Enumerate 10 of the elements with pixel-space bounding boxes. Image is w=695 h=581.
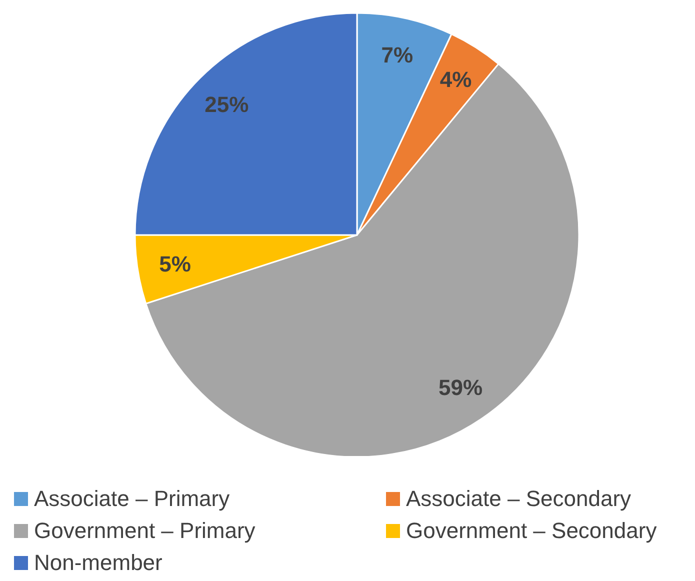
legend-label: Associate – Secondary	[406, 486, 632, 512]
data-label: 7%	[381, 42, 414, 68]
data-label: 5%	[159, 251, 191, 276]
data-label: 25%	[204, 92, 249, 118]
legend-label: Government – Secondary	[406, 518, 657, 544]
data-label: 4%	[440, 66, 472, 92]
legend-label: Associate – Primary	[34, 486, 230, 512]
legend-label: Government – Primary	[34, 518, 256, 544]
data-label: 59%	[438, 374, 483, 400]
legend-label: Non-member	[34, 550, 162, 576]
